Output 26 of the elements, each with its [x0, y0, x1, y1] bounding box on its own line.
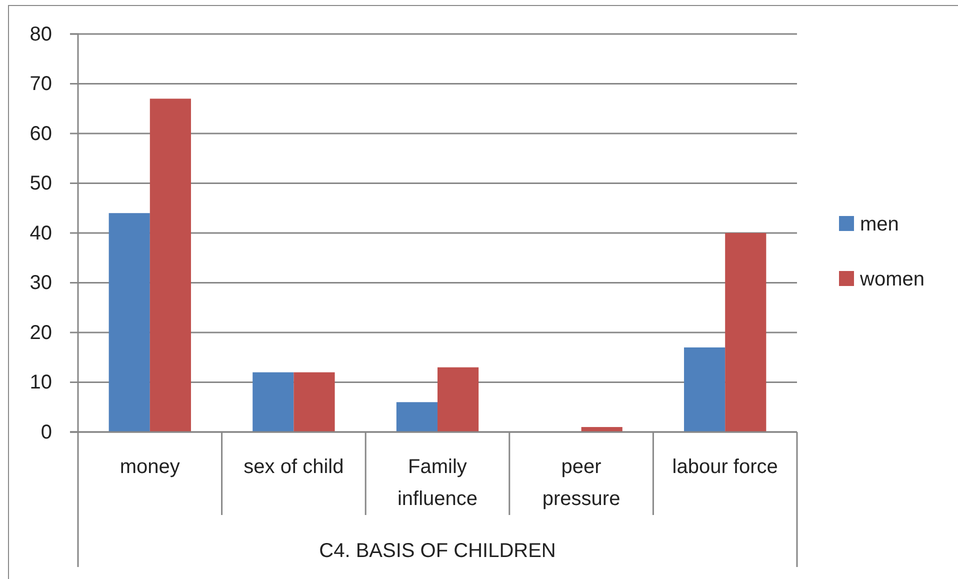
bar: [684, 347, 726, 432]
x-tick-label: labour force: [672, 456, 778, 478]
bar: [581, 427, 622, 432]
y-tick-label: 70: [30, 73, 52, 96]
y-tick-label: 0: [40, 421, 52, 444]
x-tick-label: sex of child: [244, 456, 344, 478]
y-tick-label: 80: [30, 23, 52, 46]
bar: [725, 233, 766, 432]
bar: [396, 402, 438, 432]
bar: [294, 372, 335, 432]
bar: [438, 367, 479, 432]
y-tick-label: 40: [30, 222, 52, 244]
bar: [108, 213, 150, 432]
y-tick-label: 50: [30, 172, 52, 195]
legend-label: women: [859, 268, 924, 290]
x-tick-label: money: [120, 456, 180, 478]
bar: [252, 372, 294, 432]
bar: [150, 98, 191, 432]
x-tick-label: Family influence: [397, 456, 478, 510]
y-tick-label: 60: [30, 122, 52, 145]
legend-label: men: [860, 214, 899, 236]
y-tick-label: 20: [30, 322, 52, 344]
y-tick-label: 30: [30, 272, 52, 294]
x-tick-label: peer pressure: [542, 456, 620, 510]
y-tick-label: 10: [30, 372, 52, 394]
x-axis-title: C4. BASIS OF CHILDREN: [319, 540, 556, 562]
